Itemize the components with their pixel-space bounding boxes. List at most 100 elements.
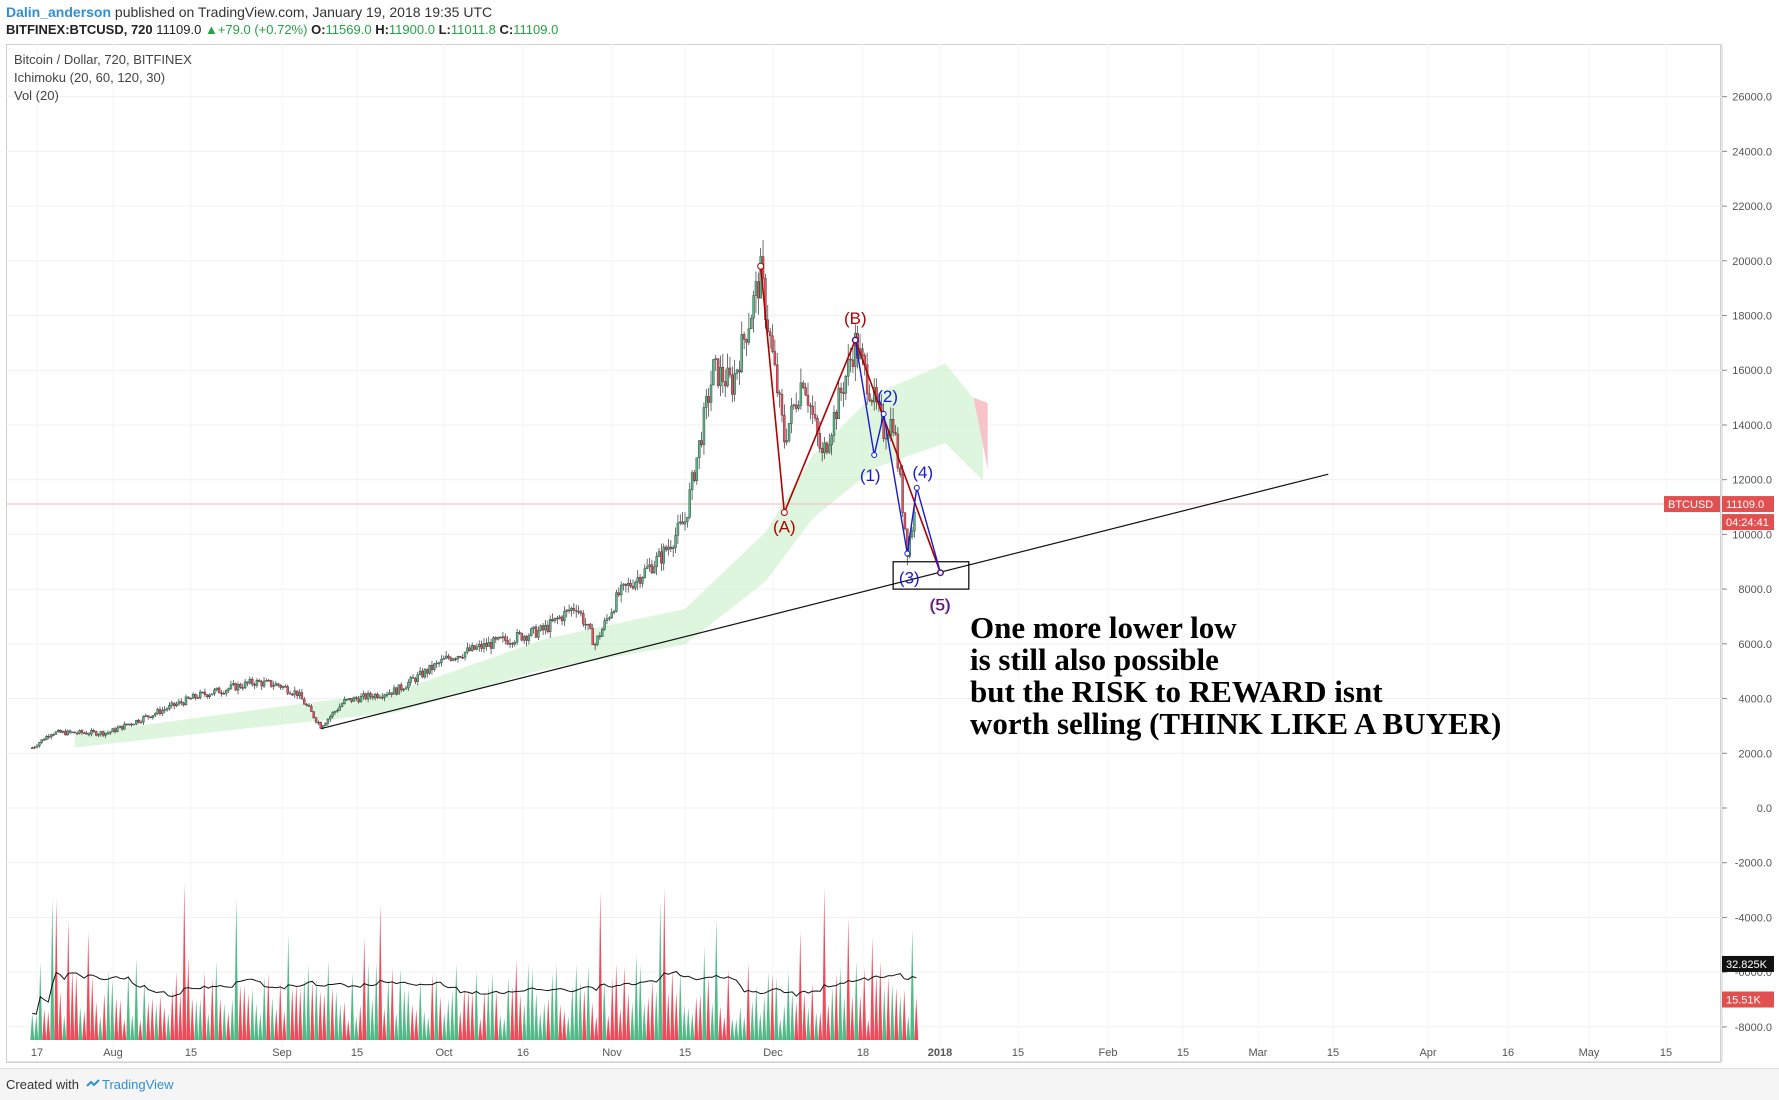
candle-body — [189, 698, 192, 700]
candle-body — [201, 691, 204, 694]
last-price-tag-bg — [1722, 496, 1774, 513]
volume-bar — [278, 981, 283, 1040]
wave-abc-point[interactable] — [780, 509, 788, 517]
candle-body — [619, 584, 623, 596]
price-chart[interactable]: 26000.0 24000.0 22000.0 20000.0 18000.0 16000… — [0, 0, 1779, 1068]
candle-body — [657, 551, 661, 557]
candle-body — [809, 405, 812, 407]
candle-body — [187, 696, 190, 699]
candle-body — [638, 577, 642, 584]
volume-bar — [106, 969, 111, 1040]
volume-bar — [450, 991, 455, 1040]
wave-impulse-point[interactable] — [937, 569, 944, 576]
candle-body — [409, 677, 412, 683]
wave-impulse-point[interactable] — [852, 337, 859, 344]
volume-bar — [90, 976, 95, 1040]
volume-bar — [786, 971, 791, 1040]
volume-bar — [434, 974, 439, 1040]
wave-impulse-point[interactable] — [871, 452, 878, 459]
annotation-line-2: is still also possible — [970, 642, 1219, 677]
volume-bar — [42, 1008, 47, 1040]
candle-body — [248, 679, 252, 684]
volume-bar — [578, 980, 583, 1040]
volume-bar — [574, 963, 579, 1040]
candle-body — [771, 335, 774, 352]
candle-body — [390, 692, 393, 695]
volume-ma-line — [32, 970, 917, 1015]
volume-bar — [442, 1012, 447, 1040]
candle-body — [444, 655, 448, 659]
candle-body — [591, 628, 594, 645]
candle-body — [556, 617, 559, 620]
candle-body — [496, 636, 500, 640]
wave-impulse-line[interactable] — [854, 340, 942, 573]
candle-body — [593, 643, 597, 646]
candle-body — [293, 690, 296, 695]
candle-body — [558, 616, 561, 619]
volume-bar — [322, 992, 327, 1040]
volume-bar — [54, 898, 59, 1040]
volume-bar — [494, 991, 499, 1040]
volume-bar — [50, 898, 55, 1040]
candle-body — [806, 394, 810, 406]
candle-body — [274, 683, 278, 686]
volume-bar — [706, 976, 711, 1040]
candle-body — [459, 655, 462, 658]
candle-body — [279, 685, 282, 688]
legend-volume[interactable]: Vol (20) — [14, 88, 59, 103]
candle-body — [57, 730, 60, 733]
candle-body — [208, 694, 211, 698]
volume-bar — [142, 980, 147, 1040]
legend-ichimoku[interactable]: Ichimoku (20, 60, 120, 30) — [14, 70, 166, 85]
candle-body — [792, 404, 795, 407]
candle-body — [426, 669, 429, 674]
candle-body — [485, 643, 488, 647]
volume-bar — [370, 998, 375, 1040]
support-trendline[interactable] — [320, 473, 1329, 730]
volume-bar — [342, 1001, 347, 1040]
volume-bar — [826, 1003, 831, 1040]
volume-bar — [830, 987, 835, 1040]
volume-bar — [506, 977, 511, 1040]
wave-impulse-point[interactable] — [880, 411, 887, 418]
candle-body — [570, 607, 573, 611]
candle-body — [572, 607, 576, 611]
tradingview-brand-link[interactable]: TradingView — [102, 1077, 174, 1092]
volume-bar — [622, 966, 627, 1040]
volume-bar — [410, 1003, 415, 1040]
candle-body — [560, 616, 564, 622]
wave-impulse-label: (2) — [877, 387, 898, 406]
candle-body — [364, 693, 367, 700]
candle-body — [255, 680, 259, 686]
volume-bar — [382, 1008, 387, 1040]
wave-abc-point[interactable] — [757, 262, 765, 270]
volume-bar — [718, 1005, 723, 1040]
author-link[interactable]: Dalin_anderson — [6, 4, 112, 20]
volume-bar — [858, 995, 863, 1040]
wave-impulse-point[interactable] — [913, 484, 920, 491]
volume-ma-tag: 32.825K — [1726, 959, 1768, 971]
candle-body — [468, 647, 471, 651]
volume-bars — [30, 882, 919, 1040]
candle-body — [347, 698, 351, 700]
volume-bar — [758, 1012, 763, 1040]
candle-body — [513, 641, 516, 645]
volume-bar — [190, 998, 195, 1040]
candle-body — [411, 677, 415, 679]
volume-bar — [702, 946, 707, 1040]
volume-bar — [658, 900, 663, 1040]
volume-bar — [38, 961, 43, 1040]
wave-abc-line[interactable] — [759, 266, 942, 573]
candle-body — [501, 636, 505, 639]
candle-body — [650, 564, 654, 574]
candle-body — [830, 435, 833, 446]
volume-bar — [874, 974, 879, 1040]
candle-body — [421, 670, 424, 678]
candle-body — [794, 404, 798, 409]
candle-body — [378, 696, 382, 699]
candle-body — [163, 709, 166, 711]
target-zone-box[interactable] — [892, 561, 970, 590]
wave-impulse-point[interactable] — [904, 550, 911, 557]
candle-body — [298, 692, 301, 696]
candle-body — [870, 400, 874, 403]
